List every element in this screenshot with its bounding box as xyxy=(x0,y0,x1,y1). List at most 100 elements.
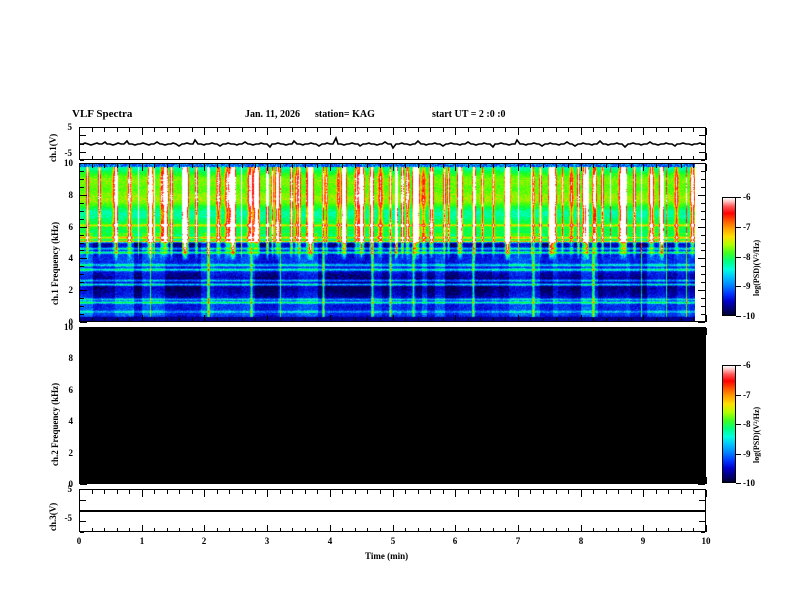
tick-x-bottom xyxy=(229,318,230,322)
tick-x-bottom xyxy=(543,480,544,484)
tick-x-bottom xyxy=(380,480,381,484)
tick-x-top xyxy=(631,490,632,494)
tick-x-top xyxy=(530,128,531,132)
tick-x-bottom xyxy=(305,318,306,322)
colorbar-tick-label: -9 xyxy=(743,449,751,459)
tick-x-bottom xyxy=(656,318,657,322)
tick-x-top xyxy=(606,328,607,332)
tick-x-top xyxy=(656,490,657,494)
x-tick-label: 6 xyxy=(452,536,458,546)
tick-x-bottom xyxy=(480,480,481,484)
tick-x-bottom xyxy=(117,528,118,532)
tick-x-top xyxy=(581,490,582,497)
spec-ytick-label: 10 xyxy=(64,158,73,168)
tick-x-top xyxy=(668,328,669,332)
tick-x-bottom xyxy=(117,318,118,322)
tick-x-top xyxy=(505,490,506,494)
tick-x-top xyxy=(367,164,368,168)
tick-x-bottom xyxy=(154,528,155,532)
colorbar-tick-label: -8 xyxy=(743,252,751,262)
tick-y-left xyxy=(80,500,86,501)
tick-x-bottom xyxy=(631,528,632,532)
tick-x-top xyxy=(367,128,368,132)
tick-x-bottom xyxy=(493,528,494,532)
tick-x-bottom xyxy=(167,480,168,484)
tick-y-right xyxy=(701,203,705,204)
tick-x-top xyxy=(556,164,557,168)
tick-x-top xyxy=(480,128,481,132)
tick-x-bottom xyxy=(606,528,607,532)
tick-x-top xyxy=(480,490,481,494)
tick-y-left xyxy=(80,476,84,477)
tick-y-left xyxy=(80,413,84,414)
tick-x-bottom xyxy=(480,156,481,160)
tick-x-bottom xyxy=(192,156,193,160)
tick-x-top xyxy=(255,490,256,494)
tick-x-top xyxy=(217,490,218,494)
spec-ytick-label: 4 xyxy=(68,253,74,263)
tick-x-top xyxy=(693,328,694,332)
colorbar-tick xyxy=(736,197,741,198)
tick-x-bottom xyxy=(330,315,331,322)
tick-x-bottom xyxy=(129,156,130,160)
tick-x-top xyxy=(455,490,456,497)
tick-x-top xyxy=(418,128,419,132)
tick-y-left xyxy=(80,322,87,323)
tick-x-bottom xyxy=(79,477,80,484)
tick-x-bottom xyxy=(681,528,682,532)
tick-x-bottom xyxy=(668,480,669,484)
tick-x-top xyxy=(543,164,544,168)
tick-x-bottom xyxy=(405,318,406,322)
tick-x-top xyxy=(79,128,80,135)
colorbar-tick-label: -7 xyxy=(743,222,751,232)
tick-y-right xyxy=(698,421,705,422)
tick-x-top xyxy=(280,164,281,168)
tick-x-bottom xyxy=(255,156,256,160)
tick-x-bottom xyxy=(242,528,243,532)
tick-x-bottom xyxy=(568,318,569,322)
tick-x-top xyxy=(443,490,444,494)
tick-x-top xyxy=(543,490,544,494)
tick-x-top xyxy=(581,164,582,171)
colorbar-ch1 xyxy=(722,197,736,316)
tick-y-left xyxy=(80,243,84,244)
tick-x-top xyxy=(418,328,419,332)
tick-x-top xyxy=(455,328,456,335)
tick-x-bottom xyxy=(142,315,143,322)
tick-x-top xyxy=(342,128,343,132)
tick-y-right xyxy=(701,437,705,438)
tick-x-bottom xyxy=(242,156,243,160)
x-tick-label: 1 xyxy=(139,536,145,546)
tick-y-left xyxy=(80,274,84,275)
colorbar-tick xyxy=(736,257,741,258)
tick-x-bottom xyxy=(192,318,193,322)
tick-x-top xyxy=(530,328,531,332)
tick-x-top xyxy=(255,128,256,132)
ch2-spectrogram-axis-title: ch.2 Frequency (kHz) xyxy=(50,382,60,466)
tick-x-top xyxy=(192,164,193,168)
tick-y-right xyxy=(701,282,705,283)
colorbar-tick xyxy=(736,365,741,366)
tick-x-top xyxy=(518,128,519,135)
tick-x-bottom xyxy=(693,318,694,322)
tick-x-top xyxy=(430,490,431,494)
tick-x-top xyxy=(192,328,193,332)
tick-y-left xyxy=(80,171,84,172)
tick-x-top xyxy=(568,128,569,132)
panel-ch1-spectrogram xyxy=(79,163,706,322)
tick-x-bottom xyxy=(643,153,644,160)
tick-x-top xyxy=(167,164,168,168)
tick-x-top xyxy=(342,328,343,332)
tick-x-bottom xyxy=(317,318,318,322)
spec-ytick-label: 10 xyxy=(64,322,73,332)
tick-x-bottom xyxy=(493,156,494,160)
tick-x-bottom xyxy=(393,315,394,322)
tick-y-left xyxy=(80,489,84,490)
tick-x-top xyxy=(618,128,619,132)
tick-x-top xyxy=(92,328,93,332)
tick-x-bottom xyxy=(92,480,93,484)
tick-x-bottom xyxy=(204,315,205,322)
panel-ch1-voltage xyxy=(79,127,706,160)
tick-y-right xyxy=(701,406,705,407)
tick-x-top xyxy=(581,328,582,335)
